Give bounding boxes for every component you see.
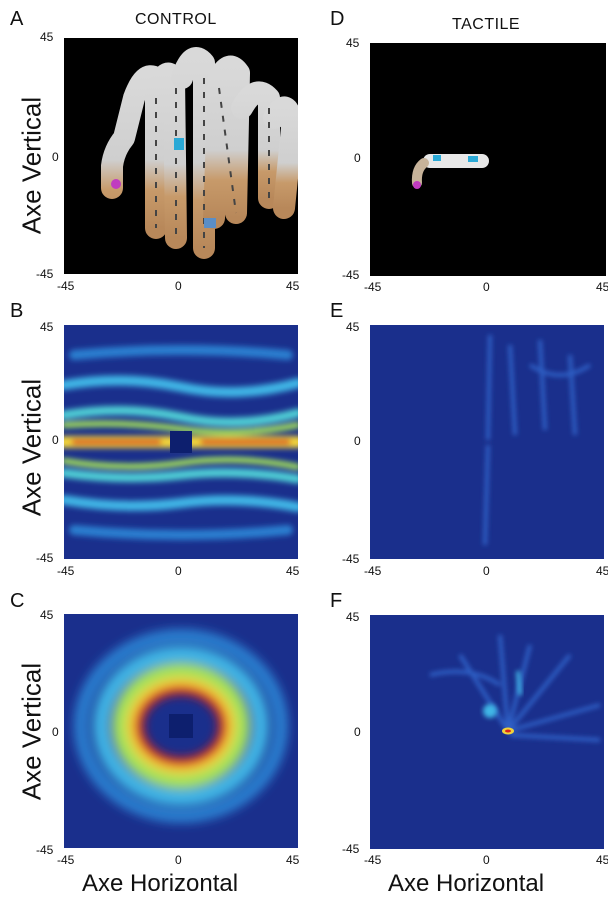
tick-d-x-right: 45 <box>596 280 608 294</box>
column-title-control: CONTROL <box>135 11 217 28</box>
tick-c-y-top: 45 <box>40 608 54 622</box>
tick-b-x-mid: 0 <box>175 564 182 578</box>
tick-d-y-bot: -45 <box>342 268 360 282</box>
tick-e-y-mid: 0 <box>354 434 361 448</box>
tick-a-x-right: 45 <box>286 279 300 293</box>
tick-d-y-mid: 0 <box>354 151 361 165</box>
tick-b-y-mid: 0 <box>52 433 59 447</box>
tick-b-x-left: -45 <box>57 564 75 578</box>
panel-letter-b: B <box>10 300 24 322</box>
tick-a-x-mid: 0 <box>175 279 182 293</box>
tick-e-y-bot: -45 <box>342 552 360 566</box>
panel-f-heatmap <box>370 615 604 849</box>
tick-f-y-bot: -45 <box>342 842 360 856</box>
tick-d-x-mid: 0 <box>483 280 490 294</box>
tick-e-x-left: -45 <box>364 564 382 578</box>
panel-b-heatmap <box>64 325 298 559</box>
tick-a-x-left: -45 <box>57 279 75 293</box>
tick-e-x-right: 45 <box>596 564 608 578</box>
tick-c-x-left: -45 <box>57 853 75 867</box>
x-axis-label-left: Axe Horizontal <box>82 870 239 897</box>
y-axis-label-row3: Axe Vertical <box>16 662 47 801</box>
panel-c-heatmap <box>64 614 298 848</box>
tick-a-y-top: 45 <box>40 30 54 44</box>
y-axis-label-row2: Axe Vertical <box>16 378 47 517</box>
tick-e-x-mid: 0 <box>483 564 490 578</box>
panel-letter-a: A <box>10 8 24 30</box>
tick-f-x-right: 45 <box>596 853 608 867</box>
tick-f-y-top: 45 <box>346 610 360 624</box>
panel-letter-f: F <box>330 590 343 612</box>
panel-a-scanpath-image <box>64 38 298 274</box>
tick-b-y-top: 45 <box>40 320 54 334</box>
panel-e-heatmap <box>370 325 604 559</box>
tick-b-y-bot: -45 <box>36 551 54 565</box>
tick-f-y-mid: 0 <box>354 725 361 739</box>
tick-c-x-right: 45 <box>286 853 300 867</box>
y-axis-label-row1: Axe Vertical <box>16 96 47 235</box>
tick-c-y-mid: 0 <box>52 725 59 739</box>
tick-c-y-bot: -45 <box>36 843 54 857</box>
x-axis-label-right: Axe Horizontal <box>388 870 545 897</box>
column-title-tactile: TACTILE <box>452 16 521 33</box>
tick-d-y-top: 45 <box>346 36 360 50</box>
tick-e-y-top: 45 <box>346 320 360 334</box>
tick-c-x-mid: 0 <box>175 853 182 867</box>
tick-b-x-right: 45 <box>286 564 300 578</box>
tick-a-y-bot: -45 <box>36 267 54 281</box>
tick-a-y-mid: 0 <box>52 150 59 164</box>
tick-f-x-mid: 0 <box>483 853 490 867</box>
tick-d-x-left: -45 <box>364 280 382 294</box>
panel-d-scanpath-image <box>370 43 606 276</box>
panel-letter-d: D <box>330 8 345 30</box>
tick-f-x-left: -45 <box>364 853 382 867</box>
panel-letter-c: C <box>10 590 25 612</box>
panel-letter-e: E <box>330 300 344 322</box>
